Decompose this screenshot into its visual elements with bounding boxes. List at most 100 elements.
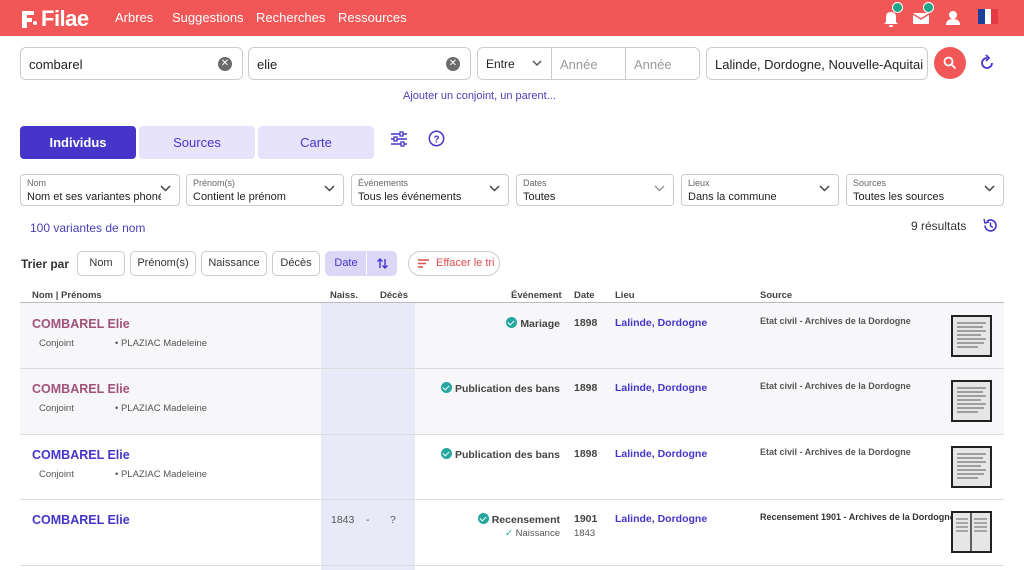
place-input[interactable]: Lalinde, Dordogne, Nouvelle-Aquitain... xyxy=(706,47,928,80)
filter-dates-value: Toutes xyxy=(523,191,556,203)
table-row[interactable] xyxy=(20,500,1004,565)
table-row[interactable] xyxy=(20,369,1004,434)
event-label: Publication des bans xyxy=(440,382,560,395)
relation-label: Conjoint xyxy=(39,403,74,414)
add-relative-link[interactable]: Ajouter un conjoint, un parent... xyxy=(403,90,556,102)
verified-check-icon xyxy=(477,513,489,524)
chevron-down-icon xyxy=(324,185,335,192)
language-flag-fr-icon[interactable] xyxy=(978,9,998,24)
clear-surname-icon[interactable]: ✕ xyxy=(218,57,232,71)
row-divider xyxy=(20,565,1004,566)
notifications-bell-icon[interactable] xyxy=(880,2,903,29)
person-name-link[interactable]: COMBAREL Elie xyxy=(32,513,130,527)
results-count: 9 résultats xyxy=(911,219,967,233)
date-sort-column-highlight xyxy=(321,303,415,570)
table-row[interactable] xyxy=(20,435,1004,500)
row-divider xyxy=(20,499,1004,500)
col-place: Lieu xyxy=(615,290,635,301)
col-death: Décès xyxy=(380,290,408,301)
filter-nom-value: Nom et ses variantes phoné... xyxy=(27,191,161,203)
nav-suggestions[interactable]: Suggestions xyxy=(172,10,244,25)
person-name-link[interactable]: COMBAREL Elie xyxy=(32,382,130,396)
relation-label: Conjoint xyxy=(39,338,74,349)
filter-lieux-value: Dans la commune xyxy=(688,191,777,203)
reset-search-icon[interactable] xyxy=(978,54,996,72)
messages-envelope-icon[interactable] xyxy=(910,2,934,29)
source-document-thumbnail[interactable] xyxy=(951,511,992,553)
tab-sources[interactable]: Sources xyxy=(139,126,255,159)
event-date: 1901 xyxy=(574,513,598,525)
tab-individus[interactable]: Individus xyxy=(20,126,136,159)
person-name-link[interactable]: COMBAREL Elie xyxy=(32,448,130,462)
sort-naissance-button[interactable]: Naissance xyxy=(201,251,267,276)
birth-year: 1843 xyxy=(331,514,355,526)
place-link[interactable]: Lalinde, Dordogne xyxy=(615,513,708,525)
clear-firstname-icon[interactable]: ✕ xyxy=(446,57,460,71)
tab-carte[interactable]: Carte xyxy=(258,126,374,159)
filter-lieux[interactable]: Lieux Dans la commune xyxy=(681,174,839,206)
clear-sort-button[interactable]: Effacer le tri xyxy=(408,251,500,276)
document-page-icon xyxy=(953,448,990,486)
filter-prenoms[interactable]: Prénom(s) Contient le prénom xyxy=(186,174,344,206)
filter-dates[interactable]: Dates Toutes xyxy=(516,174,674,206)
event-date: 1898 xyxy=(574,448,598,460)
filae-logo[interactable]: Filae xyxy=(20,6,89,32)
search-icon xyxy=(943,56,957,70)
filter-prenoms-value: Contient le prénom xyxy=(193,191,286,203)
surname-value: combarel xyxy=(29,57,83,72)
year-from-input[interactable]: Année xyxy=(552,48,626,79)
col-date: Date xyxy=(574,290,595,301)
filter-nom[interactable]: Nom Nom et ses variantes phoné... xyxy=(20,174,180,206)
header-divider xyxy=(20,302,1004,303)
search-button[interactable] xyxy=(934,47,966,79)
message-dot xyxy=(923,2,934,13)
source-label: Etat civil - Archives de la Dordogne xyxy=(760,381,911,391)
year-to-placeholder: Année xyxy=(634,57,672,72)
sort-date-button[interactable]: Date xyxy=(325,251,397,276)
nav-recherches[interactable]: Recherches xyxy=(256,10,326,25)
relative-name: • PLAZIAC Madeleine xyxy=(115,338,208,349)
nav-ressources[interactable]: Ressources xyxy=(338,10,407,25)
person-name-link[interactable]: COMBAREL Elie xyxy=(32,317,130,331)
sort-direction-icon[interactable] xyxy=(376,257,389,270)
place-link[interactable]: Lalinde, Dordogne xyxy=(615,317,708,329)
notification-dot xyxy=(892,2,903,13)
user-account-icon[interactable] xyxy=(942,7,964,29)
place-link[interactable]: Lalinde, Dordogne xyxy=(615,382,708,394)
history-icon[interactable] xyxy=(982,217,999,234)
table-row[interactable] xyxy=(20,303,1004,368)
nav-arbres[interactable]: Arbres xyxy=(115,10,154,25)
help-icon[interactable]: ? xyxy=(428,130,445,147)
source-label: Etat civil - Archives de la Dordogne xyxy=(760,447,911,457)
firstname-value: elie xyxy=(257,57,278,72)
event-label: Mariage xyxy=(506,317,560,330)
firstname-input[interactable]: elie ✕ xyxy=(248,47,471,80)
source-label: Recensement 1901 - Archives de la Dordog… xyxy=(760,512,955,522)
verified-check-icon xyxy=(440,382,452,393)
event-label: Publication des bans xyxy=(440,448,560,461)
sort-nom-button[interactable]: Nom xyxy=(77,251,125,276)
place-value: Lalinde, Dordogne, Nouvelle-Aquitain... xyxy=(715,57,923,72)
filter-evenements[interactable]: Événements Tous les événements xyxy=(351,174,509,206)
filter-settings-icon[interactable] xyxy=(390,131,408,147)
sort-deces-button[interactable]: Décès xyxy=(272,251,320,276)
place-link[interactable]: Lalinde, Dordogne xyxy=(615,448,708,460)
check-icon: ✓ xyxy=(505,528,513,539)
brand-name: Filae xyxy=(41,6,89,31)
surname-input[interactable]: combarel ✕ xyxy=(20,47,243,80)
date-mode-select[interactable]: Entre xyxy=(478,48,552,79)
filter-nom-label: Nom xyxy=(27,178,47,188)
year-to-input[interactable]: Année xyxy=(626,48,700,79)
year-from-placeholder: Année xyxy=(560,57,598,72)
filter-dates-label: Dates xyxy=(523,178,547,188)
document-page-icon xyxy=(953,513,990,551)
name-variants-link[interactable]: 100 variantes de nom xyxy=(30,221,146,235)
source-document-thumbnail[interactable] xyxy=(951,446,992,488)
filter-sources-value: Toutes les sources xyxy=(853,191,945,203)
source-document-thumbnail[interactable] xyxy=(951,380,992,422)
source-document-thumbnail[interactable] xyxy=(951,315,992,357)
sort-prenoms-button[interactable]: Prénom(s) xyxy=(130,251,196,276)
filter-sources[interactable]: Sources Toutes les sources xyxy=(846,174,1004,206)
col-event: Événement xyxy=(511,290,562,301)
sort-lines-icon xyxy=(418,259,429,268)
